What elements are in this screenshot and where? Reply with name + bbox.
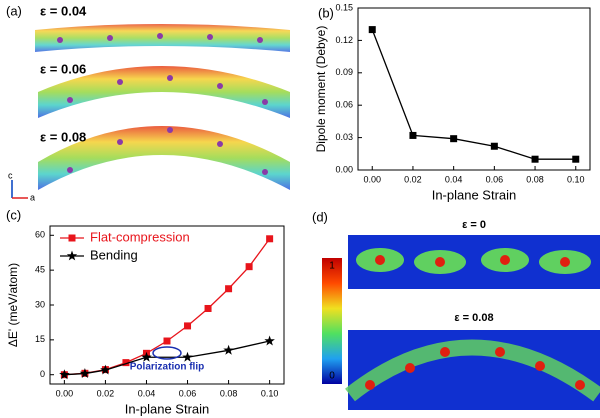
annotation: Polarization flip bbox=[130, 362, 204, 373]
point bbox=[572, 155, 580, 163]
x-axis-label: In-plane Strain bbox=[432, 187, 517, 202]
panel-label: (c) bbox=[6, 207, 21, 222]
plot-frame bbox=[49, 225, 285, 385]
y-axis-label: ΔE' (meV/atom) bbox=[6, 263, 20, 347]
axis-name: c bbox=[8, 170, 13, 180]
strain-label: ε = 0.08 bbox=[454, 312, 493, 324]
panel-a: (a) ε = 0.04 ε = 0.06 ε = 0.08 c a bbox=[6, 3, 290, 202]
panel-label: (b) bbox=[318, 5, 334, 20]
density-band bbox=[345, 339, 600, 402]
point bbox=[141, 351, 152, 362]
point bbox=[490, 142, 498, 150]
legend-label: Flat-compression bbox=[90, 229, 190, 244]
y-tick-label: 0.15 bbox=[335, 2, 353, 12]
y-tick-label: 45 bbox=[35, 265, 45, 275]
series-line bbox=[371, 29, 576, 160]
x-tick-label: 0.04 bbox=[138, 388, 156, 398]
x-axis-label: In-plane Strain bbox=[125, 401, 210, 416]
point bbox=[163, 337, 171, 345]
x-tick-label: 0.02 bbox=[97, 388, 115, 398]
colorbar-tick: 0 bbox=[329, 371, 335, 382]
y-tick-label: 60 bbox=[35, 230, 45, 240]
y-tick-label: 15 bbox=[35, 334, 45, 344]
point bbox=[245, 263, 253, 271]
x-tick-label: 0.06 bbox=[486, 174, 504, 184]
y-tick-label: 0.06 bbox=[335, 100, 353, 110]
point bbox=[223, 344, 234, 355]
point bbox=[368, 26, 376, 34]
y-tick-label: 0 bbox=[40, 369, 45, 379]
strain-label: ε = 0.04 bbox=[40, 3, 87, 18]
plot-frame bbox=[357, 7, 591, 171]
panel-d: (d) ε = 0 ε = 0.08 1 0 bbox=[312, 209, 600, 410]
point bbox=[204, 304, 212, 312]
x-tick-label: 0.06 bbox=[179, 388, 197, 398]
colorbar-tick: 1 bbox=[329, 261, 335, 272]
x-tick-label: 0.10 bbox=[261, 388, 279, 398]
structure-band bbox=[35, 24, 290, 52]
point bbox=[409, 131, 417, 139]
strain-label: ε = 0.08 bbox=[40, 129, 86, 144]
structure-band bbox=[38, 66, 290, 118]
density-blobs bbox=[365, 347, 585, 390]
legend-marker bbox=[66, 250, 78, 261]
point bbox=[184, 322, 192, 330]
structure-band bbox=[38, 126, 290, 190]
annotation-ellipse bbox=[152, 346, 182, 360]
point bbox=[100, 364, 111, 375]
strain-label: ε = 0.06 bbox=[40, 61, 86, 76]
y-tick-label: 0.00 bbox=[335, 164, 353, 174]
x-tick-label: 0.00 bbox=[56, 388, 74, 398]
x-tick-label: 0.04 bbox=[445, 174, 463, 184]
density-blobs bbox=[356, 248, 591, 274]
point bbox=[266, 235, 274, 243]
point bbox=[182, 351, 193, 362]
colorbar bbox=[322, 258, 342, 384]
x-tick-label: 0.08 bbox=[220, 388, 238, 398]
x-tick-label: 0.02 bbox=[404, 174, 422, 184]
x-tick-label: 0.00 bbox=[363, 174, 381, 184]
panel-label: (a) bbox=[6, 3, 22, 18]
point bbox=[122, 359, 130, 367]
panel-label: (d) bbox=[312, 209, 328, 224]
axis-name: a bbox=[30, 192, 35, 202]
point bbox=[450, 135, 458, 143]
atoms bbox=[57, 33, 268, 175]
point bbox=[79, 368, 91, 378]
y-axis-label: Dipole moment (Debye) bbox=[314, 26, 328, 153]
x-tick-label: 0.08 bbox=[526, 174, 544, 184]
y-tick-label: 0.09 bbox=[335, 67, 353, 77]
point bbox=[225, 285, 233, 293]
y-tick-label: 30 bbox=[35, 299, 45, 309]
point bbox=[59, 369, 70, 380]
x-tick-label: 0.10 bbox=[567, 174, 585, 184]
point bbox=[264, 335, 275, 346]
strain-label: ε = 0 bbox=[462, 219, 486, 231]
legend-label: Bending bbox=[90, 247, 138, 262]
y-tick-label: 0.12 bbox=[335, 35, 353, 45]
point bbox=[531, 155, 539, 163]
legend-marker bbox=[68, 234, 76, 242]
y-tick-label: 0.03 bbox=[335, 132, 353, 142]
